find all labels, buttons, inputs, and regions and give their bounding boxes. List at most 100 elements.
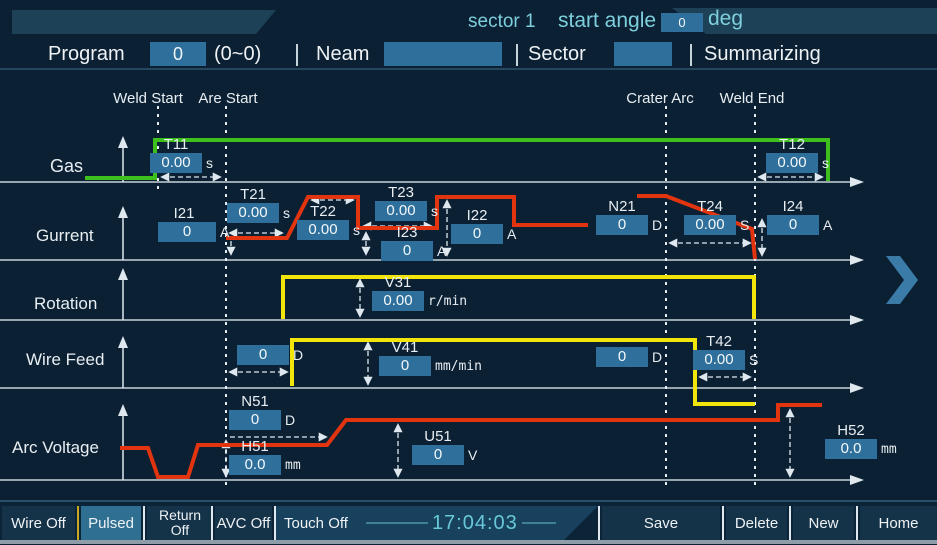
new-button[interactable]: New <box>793 506 854 540</box>
weld-start-label: Weld Start <box>113 90 183 107</box>
program-label: Program <box>48 43 125 65</box>
measure-arrows <box>160 172 824 478</box>
param-T24: T24 0.00 S <box>684 198 749 235</box>
param-T42-value[interactable]: 0.00 <box>693 350 745 370</box>
footer-separator <box>211 506 213 540</box>
footer-separator <box>274 506 276 540</box>
sector-title: sector 1 <box>468 11 536 32</box>
program-range: (0~0) <box>214 43 262 65</box>
next-page-button[interactable] <box>886 256 918 304</box>
arc-voltage-trace <box>120 403 822 479</box>
param-H51-value[interactable]: 0.0 <box>229 455 281 475</box>
time-decor-line <box>522 522 556 524</box>
param-T22-value[interactable]: 0.00 <box>297 220 349 240</box>
param-I22-value[interactable]: 0 <box>451 224 503 244</box>
param-T21-value[interactable]: 0.00 <box>227 203 279 223</box>
param-N21-value[interactable]: 0 <box>596 215 648 235</box>
program-value-field[interactable]: 0 <box>150 42 206 66</box>
save-button[interactable]: Save <box>602 506 720 540</box>
rotation-trace <box>281 275 756 319</box>
pulsed-button[interactable]: Pulsed <box>81 506 141 540</box>
wire-off-button[interactable]: Wire Off <box>2 506 75 540</box>
param-T21: T21 0.00 s <box>227 186 290 223</box>
name-field-input[interactable] <box>384 42 502 66</box>
screen-bottom-edge <box>0 540 937 544</box>
name-field-label: Neam <box>316 43 370 65</box>
param-H52: H52 0.0 mm <box>825 422 897 459</box>
home-button[interactable]: Home <box>860 506 937 540</box>
crater-arc-label: Crater Arc <box>626 90 694 107</box>
param-V31-value[interactable]: 0.00 <box>372 291 424 311</box>
axis-arrowheads <box>118 136 128 416</box>
footer-separator <box>856 506 858 540</box>
baseline-arrowheads <box>850 177 864 485</box>
sector-field-label: Sector <box>528 43 586 65</box>
param-T12: T12 0.00 s <box>766 136 829 173</box>
param-T12-value[interactable]: 0.00 <box>766 153 818 173</box>
touch-off-button[interactable]: Touch Off <box>284 514 348 532</box>
time-decor-line <box>366 522 428 524</box>
row-label-rotation: Rotation <box>34 294 98 313</box>
param-U51-value[interactable]: 0 <box>412 445 464 465</box>
event-lines <box>157 106 756 488</box>
gas-trace <box>85 138 830 181</box>
row-label-wire-feed: Wire Feed <box>26 350 105 369</box>
param-I24-value[interactable]: 0 <box>767 215 819 235</box>
start-angle-unit: deg <box>708 7 744 30</box>
param-I21-value[interactable]: 0 <box>158 222 216 242</box>
footer-bar: Wire Off Pulsed Return Off AVC Off Touch… <box>0 500 937 542</box>
param-H52-value[interactable]: 0.0 <box>825 439 877 459</box>
param-I23-value[interactable]: 0 <box>381 241 433 261</box>
param-V41: V41 0 mm/min <box>379 339 482 376</box>
param-T23-value[interactable]: 0.00 <box>375 201 427 221</box>
footer-separator <box>598 506 600 540</box>
clock: 17:04:03 <box>431 511 518 534</box>
avc-off-button[interactable]: AVC Off <box>215 506 272 540</box>
delete-button[interactable]: Delete <box>726 506 787 540</box>
param-V31: V31 0.00 r/min <box>372 274 467 311</box>
header-decor-panel-left <box>12 10 276 34</box>
param-V41-value[interactable]: 0 <box>379 356 431 376</box>
param-T11: T11 0.00 s <box>150 136 213 173</box>
return-off-button[interactable]: Return Off <box>147 506 213 540</box>
sector-field-input[interactable] <box>614 42 672 66</box>
wire-feed-trace <box>290 338 755 406</box>
header-separator <box>296 44 298 66</box>
param-T22: T22 0.00 s <box>297 203 360 240</box>
touch-off-panel: Touch Off 17:04:03 <box>276 506 598 540</box>
footer-separator <box>789 506 791 540</box>
footer-separator <box>77 506 79 540</box>
param-T42: T42 0.00 S <box>693 333 758 370</box>
header-separator <box>516 44 518 66</box>
param-T11-value[interactable]: 0.00 <box>150 153 202 173</box>
current-trace-crater <box>637 194 757 260</box>
param-wire-feed-end-delay-value[interactable]: 0 <box>596 347 648 367</box>
param-T23: T23 0.00 s <box>375 184 438 221</box>
weld-end-label: Weld End <box>719 90 785 107</box>
program-bar <box>0 38 937 70</box>
summarizing-label: Summarizing <box>704 43 821 65</box>
row-label-current: Gurrent <box>36 226 94 245</box>
row-label-arc-voltage: Arc Voltage <box>12 438 99 457</box>
footer-separator <box>143 506 145 540</box>
header-decor-panel-right <box>672 8 937 34</box>
row-label-gas: Gas <box>50 156 84 176</box>
start-angle-value-field[interactable]: 0 <box>661 13 703 32</box>
footer-separator <box>722 506 724 540</box>
param-N51-value[interactable]: 0 <box>229 410 281 430</box>
param-T24-value[interactable]: 0.00 <box>684 215 736 235</box>
start-angle-label: start angle <box>558 9 657 32</box>
header-separator <box>690 44 692 66</box>
param-H51: H51 0.0 mm <box>229 438 301 475</box>
arc-start-label: Are Start <box>198 90 258 107</box>
param-wire-feed-start-delay-value[interactable]: 0 <box>237 345 289 365</box>
